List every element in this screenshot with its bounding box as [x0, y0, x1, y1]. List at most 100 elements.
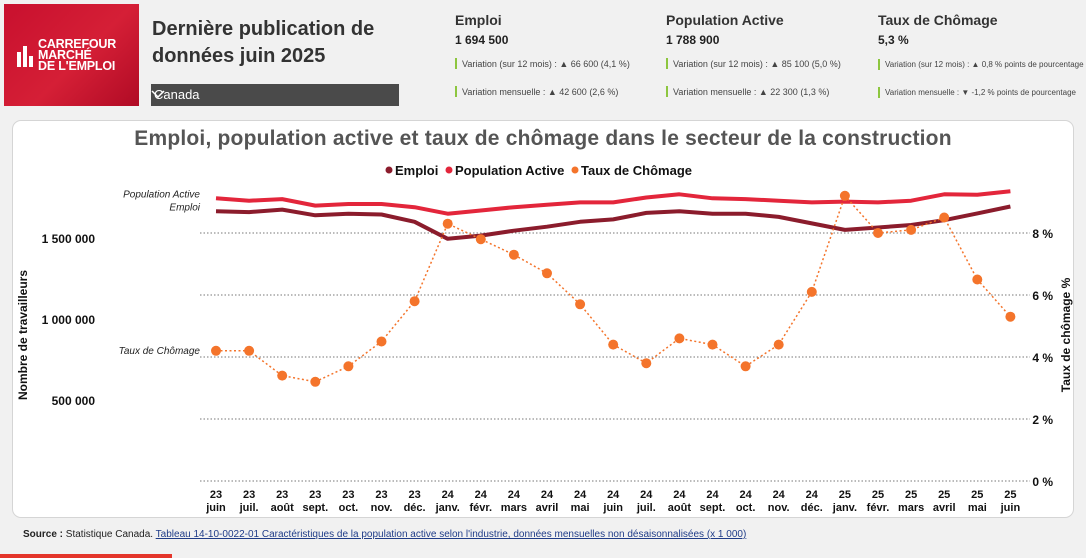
x-tick-month: oct. [339, 502, 359, 514]
kpi-title: Population Active [666, 12, 784, 28]
x-tick-year: 25 [938, 489, 950, 501]
x-tick-month: sept. [700, 502, 726, 514]
data-point [343, 361, 354, 372]
data-point [409, 296, 420, 307]
x-tick-month: janv. [832, 502, 857, 514]
kpi-emploi: Emploi 1 694 500 Variation (sur 12 mois)… [455, 12, 630, 97]
x-tick-year: 23 [276, 489, 288, 501]
kpi-variation-monthly: Variation mensuelle : ▲ 42 600 (2,6 %) [455, 86, 618, 97]
x-tick-month: juin [602, 502, 623, 514]
data-point [277, 370, 288, 381]
x-tick-year: 25 [1004, 489, 1016, 501]
x-tick-month: juin [205, 502, 226, 514]
data-point [542, 268, 552, 279]
kpi-variation-12m: Variation (sur 12 mois) : ▲ 66 600 (4,1 … [455, 58, 630, 69]
x-tick-year: 25 [872, 489, 884, 501]
x-tick-month: mai [968, 502, 987, 514]
logo-line-1: CARREFOUR [38, 37, 117, 51]
y-tick-label: 500 000 [52, 394, 96, 408]
data-point [972, 274, 983, 285]
y2-axis-title: Taux de chômage % [1059, 277, 1073, 392]
kpi-variation-12m: Variation (sur 12 mois) : ▲ 0,8 % points… [878, 59, 1084, 70]
chart-title: Emploi, population active et taux de chô… [134, 127, 952, 150]
y-tick-label: 1 500 000 [42, 232, 96, 246]
data-point [939, 212, 950, 223]
data-point [641, 358, 652, 369]
data-point [442, 218, 453, 229]
logo-text: CARREFOUR MARCHÉ DE L'EMPLOI [38, 37, 117, 73]
data-point [475, 234, 486, 245]
x-tick-year: 24 [574, 489, 587, 501]
x-tick-year: 24 [706, 489, 719, 501]
source-text: Statistique Canada. [63, 529, 156, 540]
x-tick-year: 23 [309, 489, 321, 501]
data-point [575, 299, 586, 310]
x-tick-month: juil. [239, 502, 259, 514]
x-tick-month: mars [898, 502, 924, 514]
x-tick-month: mars [501, 502, 527, 514]
data-point [707, 339, 718, 350]
data-point [839, 190, 850, 201]
carrefour-logo: CARREFOUR MARCHÉ DE L'EMPLOI [4, 4, 139, 106]
series-end-label: Emploi [169, 202, 200, 213]
y2-tick-label: 8 % [1032, 227, 1053, 241]
series-line-taux-chomage [216, 194, 1011, 383]
x-tick-year: 25 [971, 489, 983, 501]
x-tick-year: 23 [342, 489, 354, 501]
x-tick-year: 24 [640, 489, 653, 501]
data-point [508, 249, 519, 260]
source-link[interactable]: Tableau 14-10-0022-01 Caractéristiques d… [155, 529, 747, 540]
y2-tick-label: 0 % [1032, 475, 1053, 489]
data-point [740, 361, 751, 372]
kpi-value: 1 694 500 [455, 33, 509, 47]
kpi-title: Emploi [455, 12, 502, 28]
data-point [211, 345, 221, 356]
x-tick-year: 23 [375, 489, 387, 501]
x-tick-month: févr. [867, 502, 890, 514]
kpi-variation-monthly: Variation mensuelle : ▼ -1,2 % points de… [878, 87, 1076, 98]
x-tick-year: 23 [243, 489, 255, 501]
legend-marker [445, 166, 453, 174]
x-tick-month: déc. [404, 502, 426, 514]
data-point [310, 376, 321, 387]
x-tick-year: 24 [475, 489, 488, 501]
x-tick-year: 23 [210, 489, 222, 501]
x-tick-year: 25 [905, 489, 917, 501]
kpi-taux-chomage: Taux de Chômage 5,3 % Variation (sur 12 … [878, 12, 1084, 98]
x-tick-month: janv. [435, 502, 460, 514]
legend-label: Taux de Chômage [581, 163, 692, 178]
x-tick-month: nov. [371, 502, 393, 514]
chevron-down-icon [151, 90, 165, 99]
x-tick-month: août [668, 502, 692, 514]
logo-line-3: DE L'EMPLOI [38, 59, 116, 73]
region-select[interactable]: Canada [151, 84, 399, 106]
kpi-variation-12m: Variation (sur 12 mois) : ▲ 85 100 (5,0 … [666, 58, 841, 69]
series-end-label: Taux de Chômage [119, 346, 201, 357]
y2-tick-label: 6 % [1032, 289, 1053, 303]
kpi-population-active: Population Active 1 788 900 Variation (s… [666, 12, 841, 97]
series-end-label: Population Active [123, 189, 200, 200]
x-tick-month: déc. [801, 502, 823, 514]
building-bars-icon [17, 46, 33, 67]
x-tick-year: 24 [739, 489, 752, 501]
x-tick-year: 24 [508, 489, 521, 501]
data-point [873, 228, 883, 238]
x-tick-month: août [271, 502, 295, 514]
accent-bar [0, 554, 172, 558]
kpi-title: Taux de Chômage [878, 12, 998, 28]
data-point [1005, 311, 1016, 322]
chart-panel [12, 120, 1074, 518]
x-tick-month: mai [571, 502, 590, 514]
legend-label: Population Active [455, 163, 564, 178]
data-point [906, 224, 917, 235]
x-tick-year: 24 [541, 489, 554, 501]
legend-marker [385, 166, 393, 174]
data-point [608, 339, 619, 350]
legend-label: Emploi [395, 163, 438, 178]
data-point [376, 336, 387, 347]
x-tick-month: nov. [768, 502, 790, 514]
x-tick-month: avril [933, 502, 956, 514]
x-tick-month: juil. [636, 502, 656, 514]
y-axis-title: Nombre de travailleurs [16, 270, 30, 400]
kpi-value: 1 788 900 [666, 33, 720, 47]
